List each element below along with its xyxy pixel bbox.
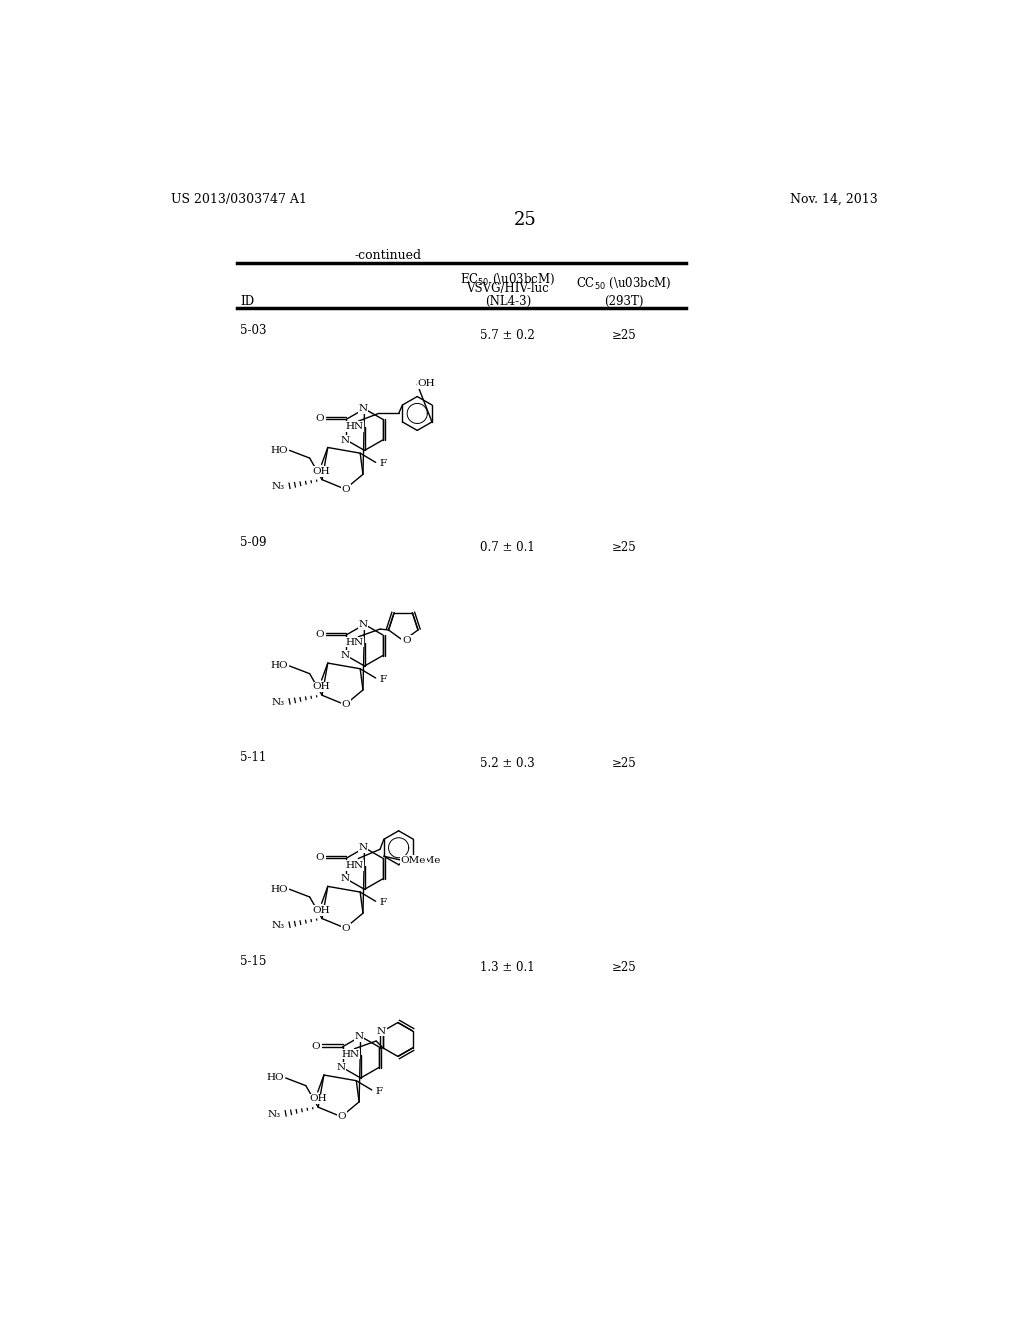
Text: -continued: -continued [354, 249, 421, 263]
Text: HO: HO [270, 884, 289, 894]
Text: 0.7 ± 0.1: 0.7 ± 0.1 [480, 541, 536, 554]
Text: O: O [342, 484, 350, 494]
Text: OMe: OMe [416, 857, 440, 866]
Text: (NL4-3): (NL4-3) [484, 294, 530, 308]
Text: N₃: N₃ [267, 1110, 281, 1118]
Text: N: N [358, 404, 368, 413]
Text: N: N [377, 1027, 386, 1035]
Text: 5.2 ± 0.3: 5.2 ± 0.3 [480, 756, 536, 770]
Text: N: N [354, 1032, 364, 1041]
Text: ≥25: ≥25 [611, 330, 636, 342]
Text: HN: HN [345, 638, 364, 647]
Text: US 2013/0303747 A1: US 2013/0303747 A1 [171, 193, 306, 206]
Text: O: O [315, 630, 325, 639]
Text: O: O [402, 636, 411, 645]
Text: N: N [340, 436, 349, 445]
Text: N: N [337, 1063, 345, 1072]
Text: OH: OH [312, 467, 331, 475]
Text: N: N [358, 843, 368, 853]
Text: HO: HO [270, 661, 289, 671]
Text: ≥25: ≥25 [611, 961, 636, 974]
Text: HO: HO [270, 446, 289, 455]
Text: 1.3 ± 0.1: 1.3 ± 0.1 [480, 961, 536, 974]
Text: O: O [342, 924, 350, 932]
Text: N₃: N₃ [271, 921, 285, 931]
Text: Nov. 14, 2013: Nov. 14, 2013 [791, 193, 879, 206]
Text: OH: OH [312, 682, 331, 692]
Text: 5-11: 5-11 [241, 751, 266, 764]
Text: N₃: N₃ [271, 482, 285, 491]
Text: O: O [315, 414, 325, 422]
Text: OH: OH [309, 1094, 327, 1104]
Text: O: O [338, 1113, 346, 1121]
Text: F: F [379, 675, 386, 684]
Text: 5-15: 5-15 [241, 956, 266, 969]
Text: N: N [358, 620, 368, 628]
Text: ≥25: ≥25 [611, 541, 636, 554]
Text: (293T): (293T) [604, 294, 644, 308]
Text: 5-03: 5-03 [241, 323, 267, 337]
Text: O: O [315, 853, 325, 862]
Text: ≥25: ≥25 [611, 756, 636, 770]
Text: 5.7 ± 0.2: 5.7 ± 0.2 [480, 330, 536, 342]
Text: O: O [312, 1041, 321, 1051]
Text: HO: HO [267, 1073, 285, 1082]
Text: OH: OH [312, 906, 331, 915]
Text: N: N [340, 651, 349, 660]
Text: OMe: OMe [400, 855, 426, 865]
Text: EC$_{50}$ (\u03bcM): EC$_{50}$ (\u03bcM) [460, 272, 555, 286]
Text: O: O [342, 700, 350, 709]
Text: F: F [375, 1086, 382, 1096]
Text: HN: HN [345, 861, 364, 870]
Text: 5-09: 5-09 [241, 536, 267, 549]
Text: N: N [340, 874, 349, 883]
Text: HN: HN [342, 1049, 359, 1059]
Text: VSVG/HIV-luc: VSVG/HIV-luc [466, 281, 549, 294]
Text: CC$_{50}$ (\u03bcM): CC$_{50}$ (\u03bcM) [577, 276, 672, 290]
Text: OH: OH [418, 379, 435, 388]
Text: HN: HN [345, 422, 364, 432]
Text: ID: ID [241, 294, 255, 308]
Text: 25: 25 [513, 211, 537, 228]
Text: F: F [379, 899, 386, 907]
Text: N₃: N₃ [271, 698, 285, 706]
Text: F: F [379, 459, 386, 469]
